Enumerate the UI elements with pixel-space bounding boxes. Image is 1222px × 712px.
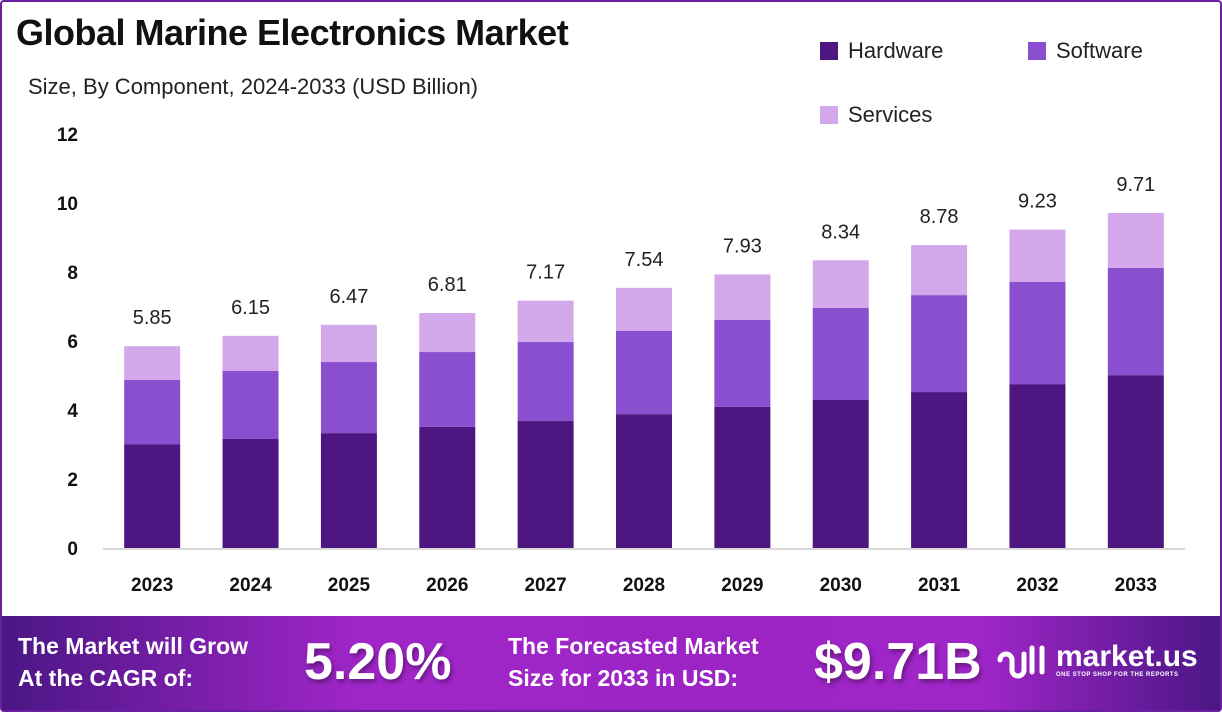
legend-label: Services [848,102,933,127]
bar-services-2028 [616,287,672,331]
data-label-total: 6.47 [329,286,368,308]
x-tick-label: 2027 [524,575,566,596]
x-tick-label: 2032 [1016,575,1058,596]
legend-swatch-hardware [820,42,838,60]
bar-services-2031 [911,245,968,296]
bar-services-2026 [419,313,476,353]
bar-software-2033 [1107,267,1164,376]
bar-services-2023 [124,346,181,380]
bar-services-2030 [812,260,869,308]
stacked-bar-chart: 0 2 4 6 8 10 12 5.85 2023 6.15 2024 6.47 2025 6.81 202… [57,125,1185,596]
data-label-total: 6.15 [231,297,270,319]
data-label-total: 8.78 [920,206,959,228]
bar-software-2026 [419,352,476,427]
x-tick-label: 2029 [721,575,763,596]
legend-swatch-software [1028,42,1046,60]
bar-services-2033 [1107,213,1164,268]
bar-software-2030 [812,307,869,400]
bar-hardware-2025 [320,433,377,548]
bar-software-2031 [911,295,968,393]
x-tick-label: 2028 [623,575,665,596]
bar-software-2025 [320,362,377,434]
data-label-total: 7.17 [526,262,565,284]
data-label-total: 6.81 [428,274,467,296]
x-tick-label: 2026 [426,575,468,596]
forecast-label-line1: The Forecasted Market [508,633,759,659]
data-label-total: 9.23 [1018,191,1057,213]
bar-services-2025 [320,324,377,363]
bar-software-2024 [222,371,279,439]
cagr-value: 5.20% [304,633,452,691]
bar-services-2027 [517,300,574,343]
logo-tagline: ONE STOP SHOP FOR THE REPORTS [1056,672,1179,678]
bar-software-2023 [124,379,181,445]
market-us-logo: market.us ONE STOP SHOP FOR THE REPORTS [996,640,1198,680]
legend-label: Hardware [848,38,944,63]
bar-hardware-2030 [812,399,869,548]
bar-services-2032 [1009,229,1066,283]
bar-software-2028 [616,330,672,415]
x-tick-label: 2024 [229,575,272,596]
bar-services-2029 [714,274,771,320]
logo-name: market.us [1056,640,1198,673]
bar-hardware-2026 [419,426,476,548]
forecast-value: $9.71B [814,633,982,691]
legend-label: Software [1056,38,1143,63]
y-tick-label: 8 [67,263,78,284]
bar-software-2032 [1009,282,1066,385]
chart-title: Global Marine Electronics Market [16,12,569,53]
legend-item-services: Services [820,102,932,128]
data-label-total: 9.71 [1116,174,1155,196]
x-tick-label: 2025 [328,575,371,596]
y-tick-label: 10 [57,194,78,215]
bar-hardware-2024 [222,438,279,548]
bar-hardware-2031 [911,392,968,548]
y-tick-label: 2 [67,470,78,491]
chart-subtitle: Size, By Component, 2024-2033 (USD Billi… [28,74,479,99]
x-tick-label: 2030 [820,575,862,596]
x-tick-label: 2023 [131,575,173,596]
bar-hardware-2023 [124,444,181,548]
cagr-label-line1: The Market will Grow [18,633,249,659]
bar-hardware-2028 [616,414,672,548]
y-tick-label: 12 [57,125,78,146]
legend-item-software: Software [1028,38,1143,64]
data-label-total: 5.85 [133,307,172,329]
y-tick-label: 0 [67,539,78,560]
bar-hardware-2027 [517,421,574,548]
data-label-total: 7.93 [723,235,762,257]
legend-item-hardware: Hardware [820,38,943,64]
cagr-label: The Market will Grow At the CAGR of: [18,630,248,694]
bar-hardware-2029 [714,406,771,548]
bar-software-2029 [714,319,771,407]
market-us-logo-icon [997,645,1045,679]
x-tick-label: 2031 [918,575,961,596]
y-tick-label: 4 [67,401,78,422]
bar-software-2027 [517,342,574,422]
data-label-total: 8.34 [821,221,860,243]
forecast-label-line2: Size for 2033 in USD: [508,665,739,691]
data-label-total: 7.54 [625,249,664,271]
cagr-label-line2: At the CAGR of: [18,665,194,691]
footer-banner: The Market will Grow At the CAGR of: 5.2… [2,616,1220,710]
y-tick-label: 6 [67,332,78,353]
bar-hardware-2032 [1009,384,1066,548]
bar-services-2024 [222,335,279,372]
forecast-label: The Forecasted Market Size for 2033 in U… [508,630,759,694]
x-tick-label: 2033 [1115,575,1157,596]
legend-swatch-services [820,106,838,124]
bar-hardware-2033 [1107,375,1164,548]
